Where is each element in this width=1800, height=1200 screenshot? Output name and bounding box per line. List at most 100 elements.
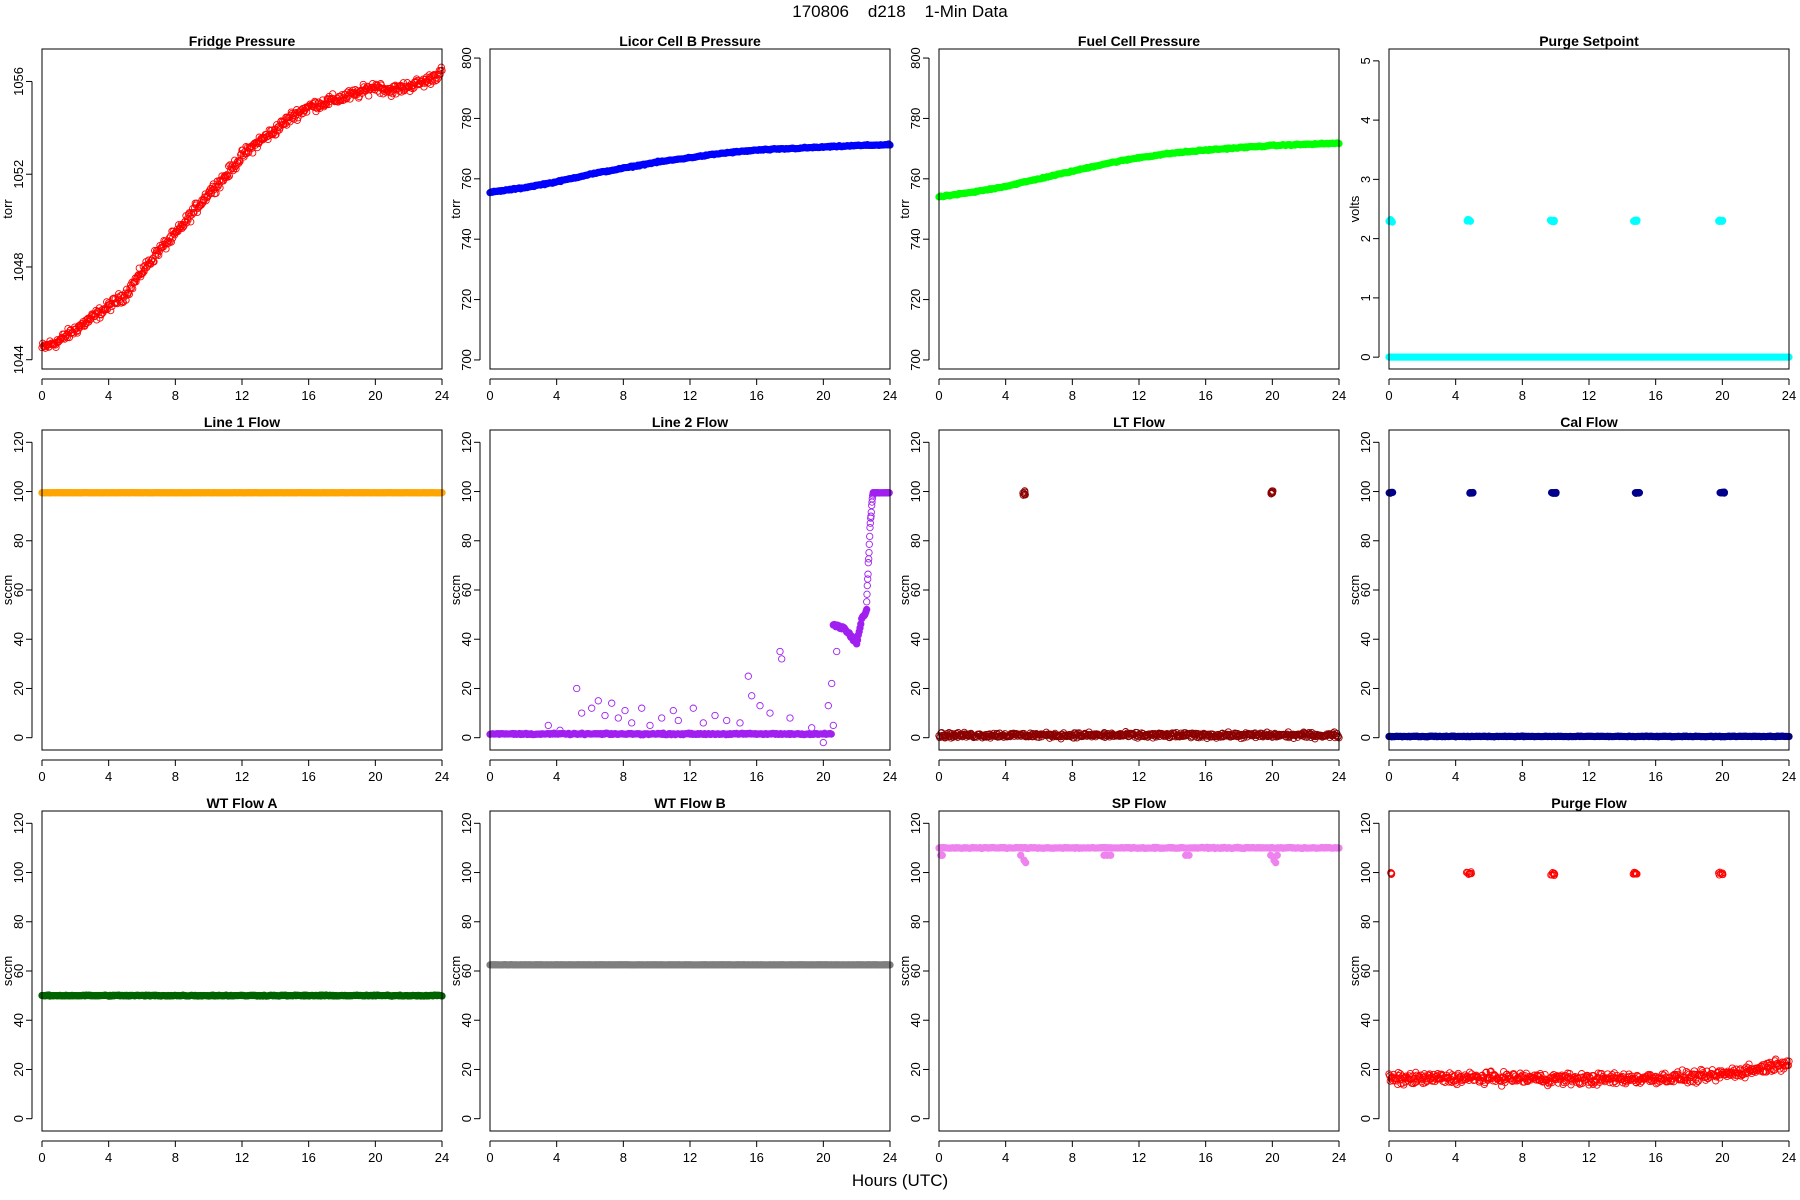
- data-point: [235, 159, 243, 167]
- y-tick-label: 120: [908, 431, 923, 453]
- data-points: [38, 991, 446, 1000]
- plot-frame: [41, 810, 443, 1132]
- data-point: [1552, 489, 1560, 497]
- x-tick-label: 8: [1069, 769, 1076, 784]
- y-tick-label: 80: [908, 534, 923, 548]
- y-tick-label: 4: [1358, 116, 1373, 123]
- x-axis: 0 4 8 12 16 20 24: [38, 1140, 449, 1165]
- y-tick-label: 120: [11, 812, 26, 834]
- data-point: [420, 83, 428, 91]
- data-point: [819, 738, 827, 747]
- data-point: [107, 306, 115, 315]
- data-points: [486, 961, 894, 969]
- data-point: [124, 289, 132, 298]
- data-point: [1022, 859, 1030, 867]
- data-point: [129, 284, 137, 293]
- y-tick-label: 80: [11, 534, 26, 548]
- plot-frame: [489, 810, 891, 1132]
- x-tick-label: 4: [553, 1150, 560, 1165]
- x-tick-label: 4: [553, 769, 560, 784]
- plot-frame: [938, 48, 1340, 370]
- x-tick-label: 16: [1648, 769, 1662, 784]
- data-point: [786, 714, 794, 722]
- y-tick-label: 780: [908, 108, 923, 130]
- y-tick-label: 0: [459, 1115, 474, 1122]
- data-point: [137, 270, 145, 278]
- data-point: [863, 598, 871, 606]
- y-tick-label: 0: [11, 734, 26, 741]
- y-tick-label: 1052: [11, 160, 26, 189]
- x-tick-label: 8: [620, 1150, 627, 1165]
- subplot-title: LT Flow: [1113, 414, 1165, 430]
- x-tick-label: 0: [935, 769, 942, 784]
- plot-frame: [489, 48, 891, 370]
- data-point: [63, 333, 71, 342]
- plot-frame: [938, 429, 1340, 751]
- x-tick-label: 12: [1132, 1150, 1146, 1165]
- data-point: [766, 709, 774, 717]
- data-point: [865, 555, 873, 563]
- y-tick-label: 100: [908, 481, 923, 503]
- data-point: [674, 716, 682, 725]
- x-tick-label: 16: [301, 769, 315, 784]
- x-tick-label: 12: [1132, 769, 1146, 784]
- x-tick-label: 4: [105, 388, 112, 403]
- data-point: [863, 590, 871, 598]
- x-tick-label: 12: [683, 769, 697, 784]
- y-tick-label: 40: [908, 632, 923, 646]
- data-point: [221, 173, 229, 181]
- y-tick-label: 20: [1358, 681, 1373, 695]
- x-axis: 0 4 8 12 16 20 24: [1385, 378, 1796, 403]
- data-point: [621, 706, 629, 715]
- data-point: [329, 90, 337, 98]
- x-tick-label: 16: [1198, 1150, 1212, 1165]
- y-tick-label: 100: [1358, 481, 1373, 503]
- x-tick-label: 20: [816, 1150, 830, 1165]
- data-point: [658, 714, 666, 722]
- x-tick-label: 8: [1519, 769, 1526, 784]
- y-tick-label: 20: [908, 681, 923, 695]
- x-tick-label: 12: [1132, 388, 1146, 403]
- data-point: [863, 581, 871, 590]
- data-point: [190, 208, 198, 217]
- subplot-title: WT Flow A: [206, 795, 277, 811]
- x-axis: 0 4 8 12 16 20 24: [935, 759, 1346, 784]
- data-point: [165, 234, 173, 242]
- x-tick-label: 8: [620, 388, 627, 403]
- data-points: [1385, 868, 1793, 1090]
- data-point: [249, 149, 257, 157]
- y-tick-label: 100: [459, 481, 474, 503]
- data-point: [203, 193, 211, 202]
- y-tick-label: 700: [459, 349, 474, 371]
- x-tick-label: 20: [1715, 769, 1729, 784]
- x-tick-label: 24: [883, 388, 897, 403]
- x-tick-label: 0: [38, 388, 45, 403]
- x-tick-label: 12: [235, 769, 249, 784]
- y-tick-label: 760: [908, 168, 923, 190]
- x-tick-label: 12: [1582, 388, 1596, 403]
- subplot-title: Line 2 Flow: [652, 414, 728, 430]
- x-tick-label: 4: [1452, 388, 1459, 403]
- data-point: [253, 143, 261, 152]
- y-tick-label: 20: [11, 1062, 26, 1076]
- data-point: [1386, 489, 1395, 497]
- y-tick-label: 40: [459, 1013, 474, 1027]
- data-point: [865, 540, 873, 548]
- data-point: [373, 81, 381, 90]
- x-tick-label: 16: [301, 1150, 315, 1165]
- data-point: [122, 296, 130, 304]
- subplot-title: Cal Flow: [1560, 414, 1618, 430]
- data-point: [187, 218, 195, 226]
- y-axis-label: sccm: [0, 575, 15, 605]
- y-tick-label: 720: [459, 289, 474, 311]
- data-point: [167, 238, 175, 246]
- y-tick-label: 100: [11, 862, 26, 884]
- y-tick-label: 60: [908, 583, 923, 597]
- data-point: [193, 208, 201, 217]
